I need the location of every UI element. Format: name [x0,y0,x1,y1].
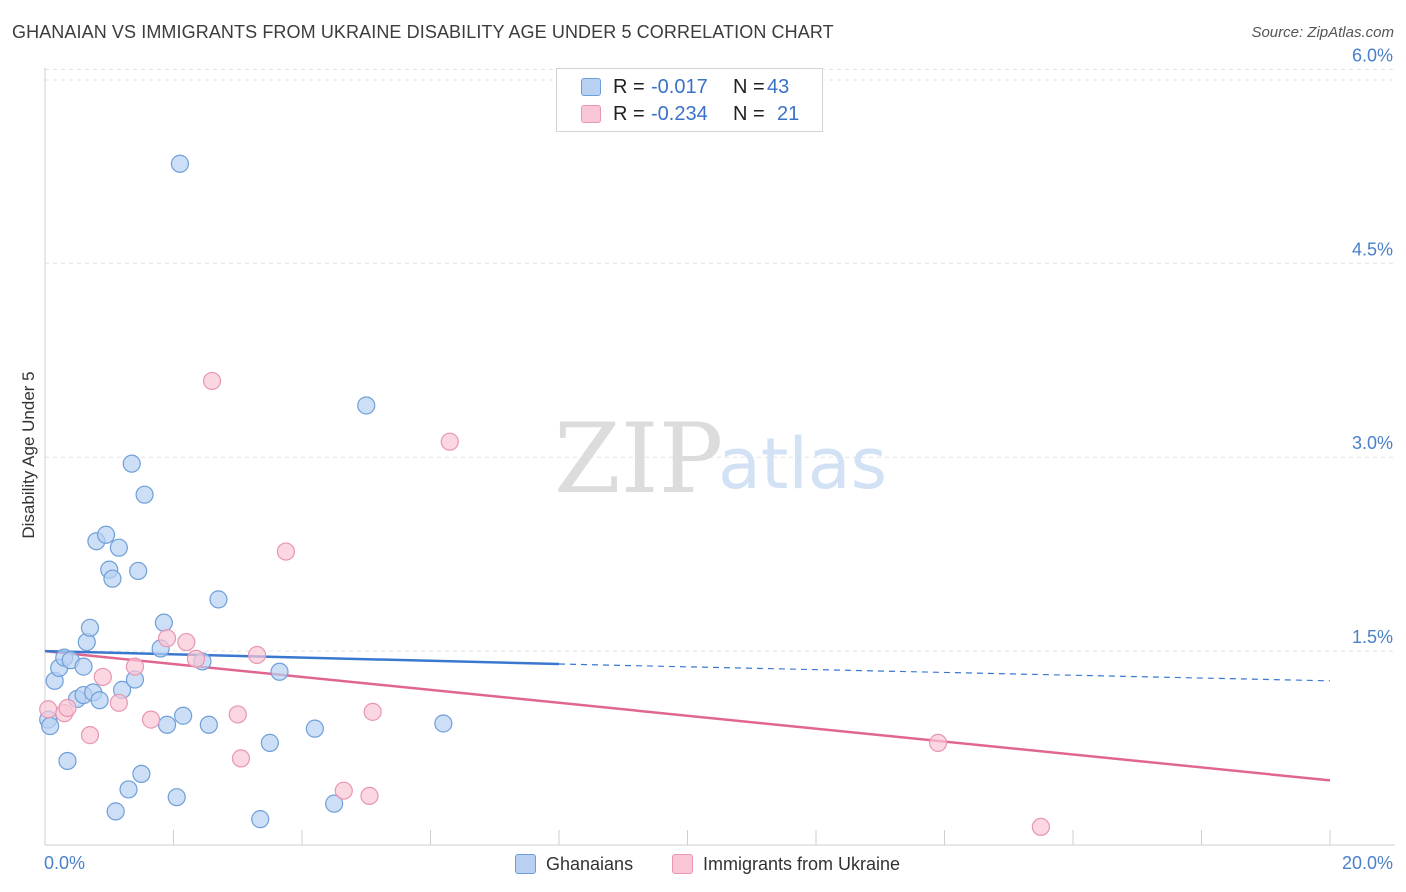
r-label: R = [613,102,645,125]
point-ghanaians [251,810,270,829]
blue-swatch-icon [581,78,601,96]
legend-label: Immigrants from Ukraine [703,853,901,874]
point-ghanaians [260,733,279,752]
point-ukraine [276,542,296,561]
trend-line-ukraine [44,649,1331,782]
bottom-legend-ukraine[interactable]: Immigrants from Ukraine [672,851,900,877]
point-ghanaians [170,154,190,173]
trend-line-ghanaians [44,649,560,666]
pink-swatch-icon [672,854,693,874]
point-ghanaians [305,719,324,738]
point-ukraine [228,705,247,724]
point-ghanaians [122,454,141,473]
point-ukraine [928,733,948,752]
point-ghanaians [199,715,218,734]
point-ghanaians [80,618,100,637]
point-ghanaians [357,396,376,415]
point-ukraine [363,702,382,721]
x-tick-label-min: 0.0% [44,853,85,873]
point-ukraine [247,645,267,665]
points-layer [39,154,1050,837]
source-label: Source: ZipAtlas.com [1251,24,1394,41]
grid-layer [45,68,1395,652]
point-ukraine [157,629,177,648]
point-ukraine [58,698,77,718]
y-tick-labels: 1.5% 3.0% 4.5% 6.0% [1352,45,1393,647]
watermark-zip: ZIP [554,403,723,515]
n-value: 21 [777,102,800,125]
point-ghanaians [434,714,453,733]
r-value: -0.017 [651,75,708,98]
legend-label: Ghanaians [546,853,634,874]
x-tick-label-max: 20.0% [1342,853,1393,873]
n-label: N = [733,102,765,125]
point-ghanaians [129,561,148,581]
watermark: ZIP atlas [554,403,887,515]
stats-legend: R = -0.017 N = 43 R = -0.234 N = 21 [556,68,823,132]
r-label: R = [613,75,645,98]
bottom-legend-ghanaians[interactable]: Ghanaians [515,851,633,877]
n-label: N = [733,75,765,98]
point-ghanaians [109,538,128,557]
point-ghanaians [119,780,138,799]
legend-row-ukraine: R = -0.234 N = 21 [581,101,799,127]
blue-swatch-icon [515,854,536,874]
point-ghanaians [41,716,60,736]
axes-layer [44,68,1395,846]
chart-title: GHANAIAN VS IMMIGRANTS FROM UKRAINE DISA… [12,22,834,42]
point-ukraine [39,700,58,719]
trend-line-ghanaians-extension [558,663,1331,682]
point-ukraine [202,371,222,391]
point-ghanaians [135,485,154,504]
point-ukraine [177,632,196,652]
point-ukraine [360,786,379,805]
point-ukraine [125,657,145,676]
point-ghanaians [174,706,193,725]
point-ghanaians [96,525,116,544]
y-axis-label: Disability Age Under 5 [19,371,38,538]
point-ukraine [93,667,112,687]
y-tick-label: 6.0% [1352,45,1393,65]
point-ghanaians [90,691,109,710]
legend-row-ghanaians: R = -0.017 N = 43 [581,74,789,100]
r-value: -0.234 [651,102,708,125]
trend-layer [44,649,1331,782]
point-ghanaians [106,802,125,821]
y-tick-label: 1.5% [1352,627,1393,647]
point-ghanaians [270,662,289,681]
point-ukraine [186,649,206,668]
point-ukraine [109,693,128,712]
watermark-atlas: atlas [718,423,887,505]
point-ukraine [231,749,251,768]
point-ghanaians [58,751,77,771]
point-ghanaians [325,794,344,813]
point-ghanaians [157,715,177,734]
point-ghanaians [167,788,186,807]
point-ukraine [80,726,100,745]
point-ghanaians [103,569,122,588]
point-ukraine [334,781,353,800]
point-ghanaians [154,613,173,632]
y-tick-label: 3.0% [1352,433,1393,453]
y-tick-label: 4.5% [1352,239,1393,259]
point-ghanaians [74,657,93,676]
point-ghanaians [209,590,228,609]
point-ukraine [440,432,459,451]
point-ukraine [1031,817,1050,837]
pink-swatch-icon [581,105,601,123]
point-ghanaians [132,764,151,784]
point-ukraine [141,710,161,729]
n-value: 43 [767,75,790,98]
